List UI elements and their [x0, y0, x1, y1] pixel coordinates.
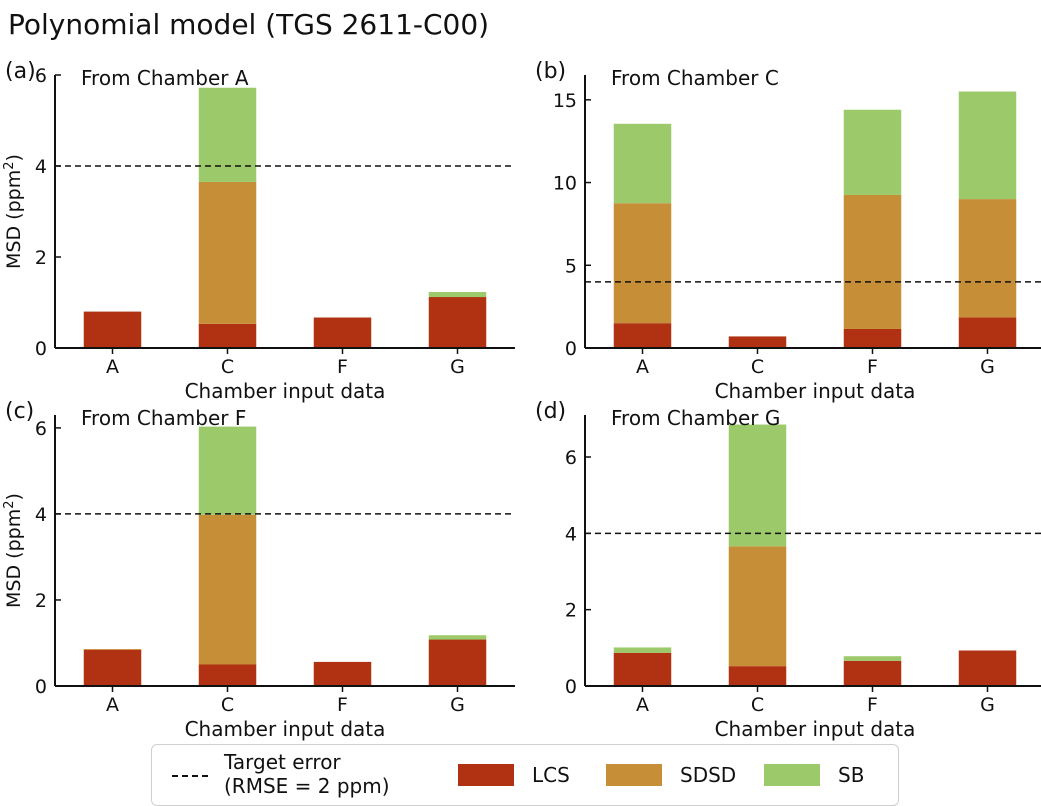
y-axis-label-0: MSD (ppm2) — [2, 154, 26, 269]
bar-a-lcs — [613, 652, 672, 686]
bar-f-lcs — [313, 317, 372, 348]
y-tick-label-0: 0 — [35, 338, 47, 360]
y-axis-label-2: MSD (ppm2) — [2, 493, 26, 608]
legend: Target error (RMSE = 2 ppm) LCS SDSD SB — [151, 744, 899, 806]
y-tick-label-15: 15 — [553, 90, 577, 112]
bar-g-lcs — [428, 639, 487, 686]
y-tick-label-2: 2 — [35, 247, 47, 269]
y-tick-label-6: 6 — [35, 418, 47, 440]
x-tick-label-f: F — [867, 356, 878, 378]
x-tick-label-c: C — [221, 694, 234, 716]
bar-a-sb — [613, 647, 672, 653]
bar-f-sb — [843, 656, 902, 661]
legend-swatch-lcs — [458, 764, 514, 786]
y-tick-label-6: 6 — [565, 447, 577, 469]
bar-g-sdsd — [958, 199, 1017, 318]
panel-annotation: From Chamber G — [611, 406, 780, 430]
x-tick-label-c: C — [751, 356, 764, 378]
legend-swatch-sb — [764, 764, 820, 786]
bar-a-lcs — [83, 649, 142, 686]
x-tick-label-f: F — [337, 356, 348, 378]
y-tick-label-2: 2 — [565, 600, 577, 622]
bar-f-lcs — [313, 661, 372, 686]
figure-canvas: A C F G 0 2 4 6 Chamber input data MSD (ppm2) (a) F… — [2, 59, 1041, 741]
panel-annotation: From Chamber F — [81, 406, 246, 430]
bar-c-lcs — [728, 666, 787, 686]
bar-g-lcs — [958, 317, 1017, 348]
bar-c-sdsd — [198, 181, 257, 324]
x-tick-label-g: G — [450, 356, 465, 378]
y-tick-label-5: 5 — [565, 255, 577, 277]
y-tick-label-0: 0 — [35, 676, 47, 698]
y-tick-label-0: 0 — [565, 338, 577, 360]
y-tick-label-10: 10 — [553, 173, 577, 195]
legend-target-label-line1: Target error — [224, 750, 341, 774]
x-tick-label-a: A — [106, 356, 119, 378]
legend-label-lcs: LCS — [532, 763, 570, 787]
legend-target-line — [172, 775, 208, 777]
y-tick-label-4: 4 — [35, 504, 47, 526]
x-tick-label-f: F — [337, 694, 348, 716]
panel-label: (b) — [535, 59, 566, 84]
x-axis-label: Chamber input data — [185, 717, 386, 741]
panel-3: A C F G 0 2 4 6 Chamber input data (d) From Chambe… — [535, 399, 1041, 741]
bar-c-lcs — [198, 323, 257, 348]
x-tick-label-a: A — [636, 694, 649, 716]
bar-c-sb — [728, 424, 787, 547]
legend-target-label-line2: (RMSE = 2 ppm) — [224, 774, 390, 798]
bar-c-sdsd — [198, 514, 257, 665]
legend-label-sdsd: SDSD — [680, 763, 737, 787]
bar-f-lcs — [843, 660, 902, 686]
y-tick-label-2: 2 — [35, 590, 47, 612]
panel-annotation: From Chamber C — [611, 66, 779, 90]
bar-c-lcs — [728, 336, 787, 348]
bar-g-sb — [428, 292, 487, 298]
x-tick-label-a: A — [106, 694, 119, 716]
x-tick-label-g: G — [450, 694, 465, 716]
x-tick-label-c: C — [221, 356, 234, 378]
bar-g-lcs — [958, 650, 1017, 686]
bar-a-lcs — [613, 323, 672, 348]
bar-a-sdsd — [83, 649, 142, 650]
bar-g-lcs — [428, 297, 487, 348]
x-tick-label-c: C — [751, 694, 764, 716]
bar-a-sb — [613, 123, 672, 204]
bar-c-sb — [198, 426, 257, 515]
y-tick-label-0: 0 — [565, 676, 577, 698]
bar-f-lcs — [843, 328, 902, 348]
bar-f-sdsd — [843, 194, 902, 329]
y-tick-label-6: 6 — [35, 65, 47, 87]
bar-c-sdsd — [728, 546, 787, 667]
legend-swatch-sdsd — [606, 764, 662, 786]
bar-c-sb — [198, 87, 257, 182]
bar-a-sdsd — [613, 203, 672, 324]
bar-g-sb — [958, 91, 1017, 200]
x-tick-label-f: F — [867, 694, 878, 716]
y-tick-label-4: 4 — [35, 156, 47, 178]
panel-0: A C F G 0 2 4 6 Chamber input data MSD (ppm2) (a) F… — [2, 59, 515, 403]
bar-f-sb — [843, 109, 902, 195]
x-axis-label: Chamber input data — [715, 717, 916, 741]
panel-label: (a) — [5, 59, 36, 84]
panel-2: A C F G 0 2 4 6 Chamber input data MSD (ppm2) (c) F… — [2, 399, 515, 741]
y-tick-label-4: 4 — [565, 523, 577, 545]
bar-c-lcs — [198, 664, 257, 686]
panel-label: (d) — [535, 399, 566, 424]
panel-label: (c) — [5, 399, 34, 424]
panel-1: A C F G 0 5 10 15 Chamber input data (b) From Cham… — [535, 59, 1041, 403]
figure-title: Polynomial model (TGS 2611-C00) — [8, 8, 490, 41]
legend-label-sb: SB — [838, 763, 865, 787]
x-tick-label-a: A — [636, 356, 649, 378]
x-tick-label-g: G — [980, 356, 995, 378]
x-axis-label: Chamber input data — [185, 379, 386, 403]
x-tick-label-g: G — [980, 694, 995, 716]
panel-annotation: From Chamber A — [81, 66, 249, 90]
bar-a-lcs — [83, 311, 142, 348]
bar-g-sb — [428, 635, 487, 640]
x-axis-label: Chamber input data — [715, 379, 916, 403]
